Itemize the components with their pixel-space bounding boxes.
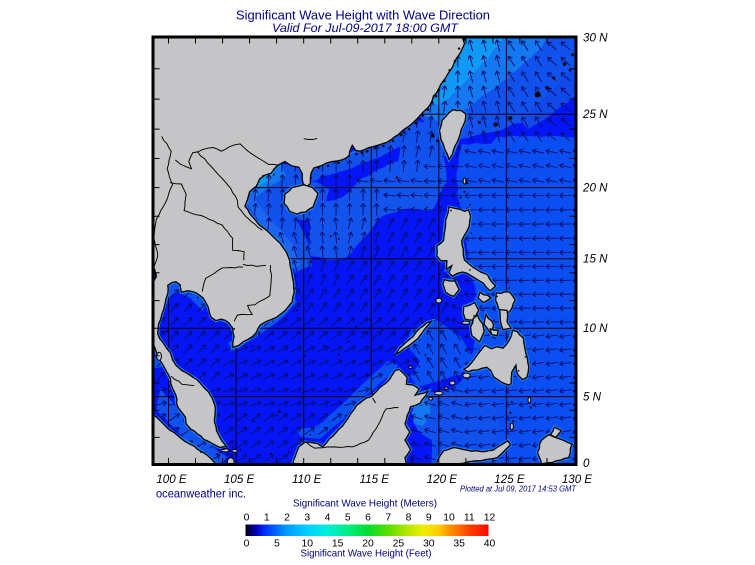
svg-text:4: 4	[325, 513, 331, 524]
svg-text:Significant Wave Height (Meter: Significant Wave Height (Meters)	[293, 499, 437, 510]
svg-text:9: 9	[426, 513, 432, 524]
svg-text:Significant Wave Height with W: Significant Wave Height with Wave Direct…	[236, 8, 490, 23]
svg-text:40: 40	[484, 539, 496, 550]
svg-text:25: 25	[393, 539, 405, 550]
svg-text:35: 35	[453, 539, 465, 550]
svg-text:30: 30	[423, 539, 435, 550]
svg-text:5: 5	[345, 513, 351, 524]
svg-text:120 E: 120 E	[427, 473, 458, 486]
svg-text:15 N: 15 N	[583, 253, 608, 266]
svg-text:20 N: 20 N	[582, 182, 608, 195]
svg-text:130 E: 130 E	[562, 473, 593, 486]
svg-text:12: 12	[484, 513, 496, 524]
svg-text:5 N: 5 N	[583, 391, 602, 404]
svg-text:0: 0	[583, 457, 590, 470]
svg-text:10: 10	[301, 539, 313, 550]
svg-text:100 E: 100 E	[156, 473, 187, 486]
svg-text:20: 20	[362, 539, 374, 550]
svg-text:115 E: 115 E	[360, 473, 390, 486]
svg-text:30 N: 30 N	[583, 32, 608, 45]
svg-text:8: 8	[406, 513, 412, 524]
svg-text:6: 6	[365, 513, 371, 524]
svg-text:125 E: 125 E	[494, 473, 525, 486]
svg-text:105 E: 105 E	[224, 473, 255, 486]
svg-text:5: 5	[274, 539, 280, 550]
svg-text:7: 7	[385, 513, 391, 524]
svg-text:25 N: 25 N	[582, 108, 608, 121]
svg-text:Plotted at Jul 09, 2017 14:53: Plotted at Jul 09, 2017 14:53 GMT	[460, 485, 577, 494]
svg-text:15: 15	[332, 539, 344, 550]
svg-text:Valid For Jul-09-2017 18:00 GM: Valid For Jul-09-2017 18:00 GMT	[272, 21, 460, 35]
svg-text:110 E: 110 E	[292, 473, 322, 486]
svg-text:0: 0	[244, 539, 250, 550]
svg-text:2: 2	[284, 513, 290, 524]
svg-text:10: 10	[443, 513, 455, 524]
svg-text:10 N: 10 N	[583, 322, 608, 335]
svg-text:3: 3	[304, 513, 310, 524]
svg-text:oceanweather inc.: oceanweather inc.	[156, 487, 246, 501]
svg-text:1: 1	[264, 513, 270, 524]
svg-text:0: 0	[244, 513, 250, 524]
svg-text:Significant Wave Height (Feet): Significant Wave Height (Feet)	[301, 549, 432, 560]
svg-text:11: 11	[464, 513, 475, 524]
